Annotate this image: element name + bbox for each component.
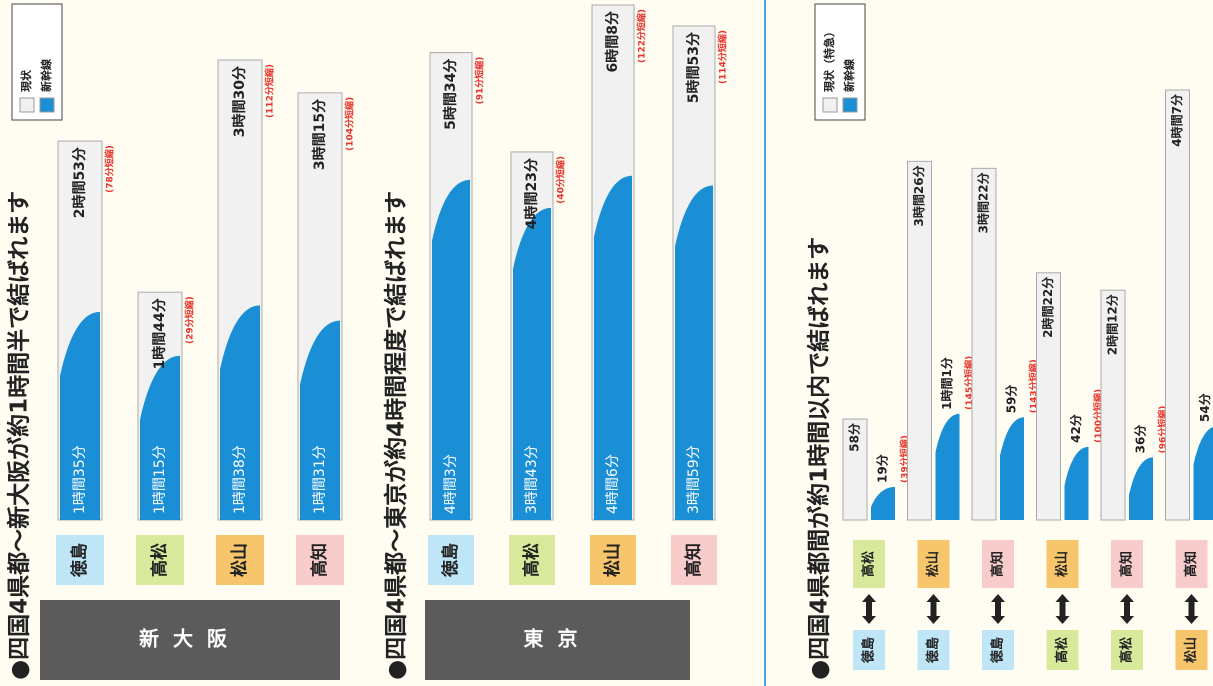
- value-label-shinkansen: 4時間6分: [605, 454, 621, 514]
- category-label: 高松: [1119, 637, 1135, 663]
- value-label-shinkansen: 1時間35分: [72, 445, 88, 514]
- legend-label: 現状: [19, 69, 33, 92]
- value-label-current: 6時間8分: [604, 11, 621, 72]
- reduction-label: (122分短縮): [636, 9, 648, 63]
- value-label-shinkansen: 19分: [875, 454, 890, 483]
- reduction-label: (78分短縮): [104, 145, 116, 193]
- category-label: 高松: [861, 551, 877, 577]
- reduction-label: (40分短縮): [555, 156, 567, 204]
- value-label-current: 4時間23分: [523, 158, 540, 229]
- value-label-shinkansen: 54分: [1197, 393, 1212, 422]
- value-label-current: 58分: [847, 423, 862, 452]
- category-label: 松山: [602, 543, 623, 577]
- value-label-shinkansen: 3時間59分: [686, 445, 702, 514]
- legend-swatch: [20, 98, 34, 112]
- section-title: ●四国4県都～新大阪が約1時間半で結ばれます: [6, 191, 33, 680]
- category-label: 松山: [925, 551, 941, 577]
- legend-label: 現状（特急）: [822, 26, 836, 92]
- value-label-current: 5時間34分: [442, 59, 459, 130]
- category-label: 高知: [1119, 551, 1135, 577]
- hub-label: 新大阪: [139, 627, 241, 651]
- category-label: 高知: [990, 551, 1006, 577]
- legend-swatch: [843, 98, 857, 112]
- section-title: ●四国4県都～東京が約4時間程度で結ばれます: [383, 191, 410, 680]
- value-label-current: 5時間53分: [685, 32, 702, 103]
- value-label-shinkansen: 36分: [1133, 425, 1148, 454]
- category-label: 高松: [149, 543, 170, 577]
- bar-current: [1166, 90, 1190, 520]
- value-label-current: 3時間15分: [311, 99, 328, 170]
- value-label-shinkansen: 1時間15分: [152, 445, 168, 514]
- legend-swatch: [40, 98, 54, 112]
- value-label-current: 3時間30分: [231, 66, 248, 137]
- reduction-label: (91分短縮): [474, 57, 486, 105]
- value-label-current: 3時間22分: [976, 172, 991, 233]
- value-label-shinkansen: 1時間31分: [312, 445, 328, 514]
- value-label-shinkansen: 4時間3分: [443, 454, 459, 514]
- value-label-current: 2時間12分: [1105, 294, 1120, 355]
- category-label: 徳島: [69, 543, 90, 578]
- reduction-label: (104分短縮): [344, 97, 356, 151]
- category-label: 高知: [1183, 551, 1199, 577]
- category-label: 徳島: [440, 543, 461, 578]
- value-label-shinkansen: 1時間38分: [232, 445, 248, 514]
- hub-label: 東京: [524, 627, 592, 651]
- reduction-label: (29分短縮): [184, 296, 196, 344]
- value-label-shinkansen: 59分: [1004, 385, 1019, 414]
- value-label-current: 3時間26分: [911, 165, 926, 226]
- section-title: ●四国4県都間が約1時間以内で結ばれます: [806, 237, 833, 680]
- value-label-current: 2時間53分: [71, 147, 88, 218]
- value-label-current: 2時間22分: [1040, 277, 1055, 338]
- value-label-shinkansen: 42分: [1068, 414, 1083, 443]
- category-label: 松山: [1054, 551, 1070, 577]
- page: ●四国4県都～新大阪が約1時間半で結ばれます新大阪現状新幹線徳島2時間53分1時…: [0, 0, 1213, 686]
- category-label: 高知: [309, 543, 330, 577]
- category-label: 徳島: [925, 637, 941, 664]
- category-label: 松山: [1183, 637, 1199, 663]
- value-label-shinkansen: 1時間1分: [939, 357, 954, 410]
- category-label: 高知: [683, 543, 704, 577]
- category-label: 高松: [521, 543, 542, 577]
- category-label: 松山: [229, 543, 250, 577]
- legend-label: 新幹線: [39, 59, 53, 92]
- reduction-label: (112分短縮): [264, 64, 276, 118]
- value-label-shinkansen: 3時間43分: [524, 445, 540, 514]
- value-label-current: 1時間44分: [151, 298, 168, 369]
- category-label: 徳島: [990, 637, 1006, 664]
- reduction-label: (114分短縮): [717, 30, 729, 84]
- legend-swatch: [823, 98, 837, 112]
- category-label: 徳島: [861, 637, 877, 664]
- category-label: 高松: [1054, 637, 1070, 663]
- legend-label: 新幹線: [842, 59, 856, 92]
- value-label-current: 4時間7分: [1169, 94, 1184, 147]
